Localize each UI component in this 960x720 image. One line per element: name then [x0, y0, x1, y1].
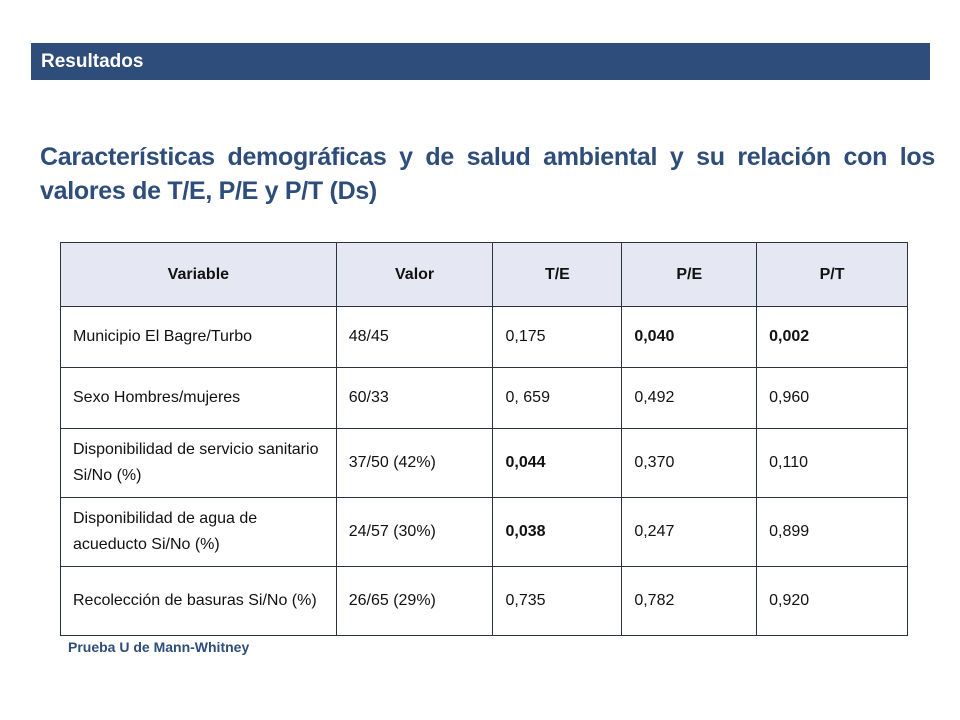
cell-pe: 0,040: [621, 306, 758, 368]
column-header-variable: Variable: [60, 242, 337, 307]
column-header-valor: Valor: [335, 242, 494, 307]
cell-te: 0,175: [492, 306, 623, 368]
banner-title: Resultados: [41, 50, 144, 72]
cell-pt: 0,002: [756, 306, 908, 368]
column-header-pt: P/T: [756, 242, 908, 307]
cell-te: 0,044: [492, 428, 623, 498]
cell-valor: 26/65 (29%): [335, 566, 494, 636]
cell-pe: 0,370: [621, 428, 758, 498]
cell-te: 0,038: [492, 497, 623, 567]
slide-heading: Características demográficas y de salud …: [40, 143, 935, 205]
table-row: Disponibilidad de servicio sanitario Si/…: [60, 428, 908, 498]
column-header-te: T/E: [492, 242, 623, 307]
cell-pe: 0,492: [621, 367, 758, 429]
cell-variable: Disponibilidad de agua de acueducto Si/N…: [60, 497, 337, 567]
table-row: Disponibilidad de agua de acueducto Si/N…: [60, 497, 908, 567]
cell-pt: 0,899: [756, 497, 908, 567]
cell-valor: 60/33: [335, 367, 494, 429]
cell-valor: 48/45: [335, 306, 494, 368]
table-footnote: Prueba U de Mann-Whitney: [68, 639, 250, 655]
results-table: Variable Valor T/E P/E P/T Municipio El …: [60, 242, 908, 636]
cell-variable: Municipio El Bagre/Turbo: [60, 306, 337, 368]
cell-pt: 0,920: [756, 566, 908, 636]
table-row: Recolección de basuras Si/No (%) 26/65 (…: [60, 566, 908, 636]
cell-te: 0,735: [492, 566, 623, 636]
cell-valor: 37/50 (42%): [335, 428, 494, 498]
cell-variable: Recolección de basuras Si/No (%): [60, 566, 337, 636]
cell-pt: 0,960: [756, 367, 908, 429]
table-header-row: Variable Valor T/E P/E P/T: [60, 242, 908, 307]
cell-valor: 24/57 (30%): [335, 497, 494, 567]
cell-variable: Disponibilidad de servicio sanitario Si/…: [60, 428, 337, 498]
column-header-pe: P/E: [621, 242, 758, 307]
cell-te: 0, 659: [492, 367, 623, 429]
cell-variable: Sexo Hombres/mujeres: [60, 367, 337, 429]
table-row: Municipio El Bagre/Turbo 48/45 0,175 0,0…: [60, 306, 908, 368]
cell-pt: 0,110: [756, 428, 908, 498]
table-row: Sexo Hombres/mujeres 60/33 0, 659 0,492 …: [60, 367, 908, 429]
cell-pe: 0,782: [621, 566, 758, 636]
cell-pe: 0,247: [621, 497, 758, 567]
section-banner: Resultados: [31, 43, 930, 80]
